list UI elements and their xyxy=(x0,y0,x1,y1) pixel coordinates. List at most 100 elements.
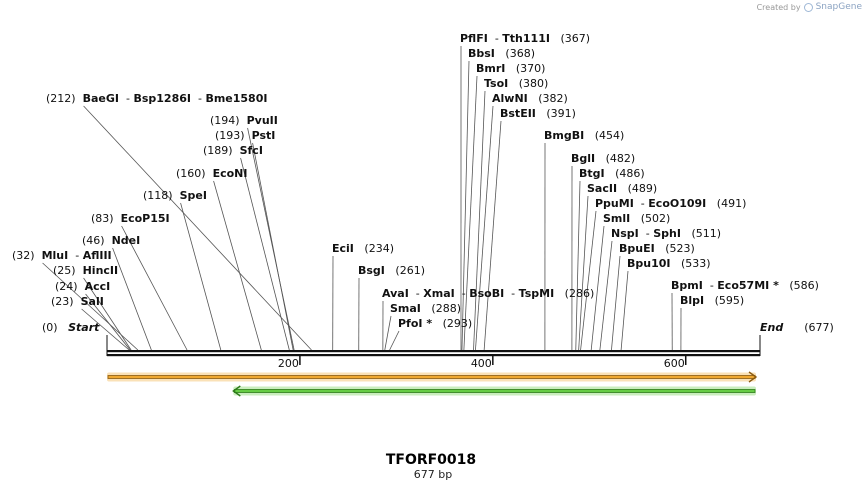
site-position: (502) xyxy=(641,212,671,225)
enzyme-name: HincII xyxy=(83,264,119,277)
enzyme-name: AflIII xyxy=(83,249,112,262)
enzyme-name: PstI xyxy=(252,129,276,142)
site-position: (491) xyxy=(717,197,747,210)
site-position: (25) xyxy=(53,264,76,277)
site-position: (380) xyxy=(519,77,549,90)
site-line xyxy=(384,315,392,351)
site-label: EciI (234) xyxy=(332,242,394,255)
enzyme-name: EciI xyxy=(332,242,354,255)
tick-label: 400 xyxy=(471,357,492,370)
site-label: SacII (489) xyxy=(587,182,657,195)
site-position: (212) xyxy=(46,92,76,105)
enzyme-name: BsgI xyxy=(358,264,385,277)
site-line xyxy=(83,105,312,351)
site-line xyxy=(611,255,621,351)
enzyme-name: PflFI xyxy=(460,32,488,45)
enzyme-name: BsoBI xyxy=(469,287,504,300)
site-position: (288) xyxy=(431,302,461,315)
site-position: (489) xyxy=(628,182,658,195)
enzyme-name: NspI xyxy=(611,227,639,240)
site-label: (32) MluI - AflIII xyxy=(12,249,112,262)
branding-name: SnapGene xyxy=(815,2,862,12)
site-label: (194) PvuII xyxy=(210,114,278,127)
site-label: SmaI (288) xyxy=(390,302,461,315)
site-line xyxy=(463,75,478,351)
end-name: End xyxy=(760,321,783,334)
site-line xyxy=(483,120,502,351)
site-line xyxy=(213,180,262,351)
site-label: (25) HincII xyxy=(53,264,118,277)
site-position: (391) xyxy=(546,107,576,120)
enzyme-name: BpmI xyxy=(671,279,703,292)
site-position: (595) xyxy=(715,294,745,307)
start-position: (0) xyxy=(42,321,58,334)
site-position: (118) xyxy=(143,189,173,202)
site-lines xyxy=(42,45,682,351)
site-label: (24) AccI xyxy=(55,280,110,293)
site-line xyxy=(590,225,605,351)
start-label: (0) Start xyxy=(42,321,100,334)
site-position: (367) xyxy=(560,32,590,45)
enzyme-name: SacII xyxy=(587,182,617,195)
orf-reverse-arrowhead xyxy=(232,385,241,397)
site-position: (486) xyxy=(615,167,645,180)
site-line xyxy=(252,142,294,351)
enzyme-name: SmlI xyxy=(603,212,630,225)
enzyme-name: BglI xyxy=(571,152,595,165)
site-position: (83) xyxy=(91,212,114,225)
site-label: BpmI - Eco57MI * (586) xyxy=(671,279,819,292)
enzyme-name: SmaI xyxy=(390,302,421,315)
enzyme-name: SalI xyxy=(81,295,104,308)
site-label: (193) PstI xyxy=(215,129,275,142)
site-line xyxy=(578,195,589,351)
site-separator: - xyxy=(191,92,205,105)
site-label: BstEII (391) xyxy=(500,107,576,120)
site-label: AlwNI (382) xyxy=(492,92,568,105)
site-separator: - xyxy=(455,287,469,300)
enzyme-name: Bme1580I xyxy=(205,92,267,105)
site-label: BbsI (368) xyxy=(468,47,535,60)
enzyme-name: BpuEI xyxy=(619,242,655,255)
site-label: (23) SalI xyxy=(51,295,104,308)
enzyme-name: Eco57MI * xyxy=(717,279,779,292)
site-separator: - xyxy=(504,287,518,300)
map-title: TFORF0018 xyxy=(386,452,476,468)
site-label: (46) NdeI xyxy=(82,234,140,247)
site-separator: - xyxy=(68,249,82,262)
ruler-ticks: 200 400 600 xyxy=(278,356,687,370)
site-position: (23) xyxy=(51,295,74,308)
site-line xyxy=(42,262,139,351)
orf-forward-body xyxy=(107,375,756,379)
site-label: (83) EcoP15I xyxy=(91,212,170,225)
site-line xyxy=(121,225,188,351)
site-line xyxy=(599,240,613,351)
enzyme-name: Bpu10I xyxy=(627,257,671,270)
enzyme-name: BlpI xyxy=(680,294,704,307)
site-label: BmgBI (454) xyxy=(544,129,624,142)
site-position: (454) xyxy=(595,129,625,142)
orf-forward-arrowhead xyxy=(748,371,758,383)
site-position: (482) xyxy=(606,152,636,165)
site-label: BlpI (595) xyxy=(680,294,744,307)
site-line xyxy=(112,247,152,351)
site-label: PflFI - Tth111I (367) xyxy=(460,32,590,45)
enzyme-name: BtgI xyxy=(579,167,605,180)
site-label: PfoI * (293) xyxy=(398,317,472,330)
enzyme-name: SpeI xyxy=(180,189,207,202)
snapgene-branding: Created by SnapGene xyxy=(757,2,862,12)
branding-prefix: Created by xyxy=(756,2,801,12)
enzyme-name: SfcI xyxy=(240,144,263,157)
tick-label: 600 xyxy=(664,357,685,370)
site-line xyxy=(473,90,486,351)
enzyme-name: EcoO109I xyxy=(648,197,706,210)
end-position: (677) xyxy=(804,321,834,334)
enzyme-name: TsoI xyxy=(484,77,508,90)
end-label: End (677) xyxy=(760,321,834,334)
site-position: (293) xyxy=(443,317,473,330)
enzyme-name: BstEII xyxy=(500,107,536,120)
site-position: (286) xyxy=(565,287,595,300)
site-line xyxy=(240,157,290,351)
site-label: TsoI (380) xyxy=(484,77,548,90)
site-separator: - xyxy=(409,287,423,300)
